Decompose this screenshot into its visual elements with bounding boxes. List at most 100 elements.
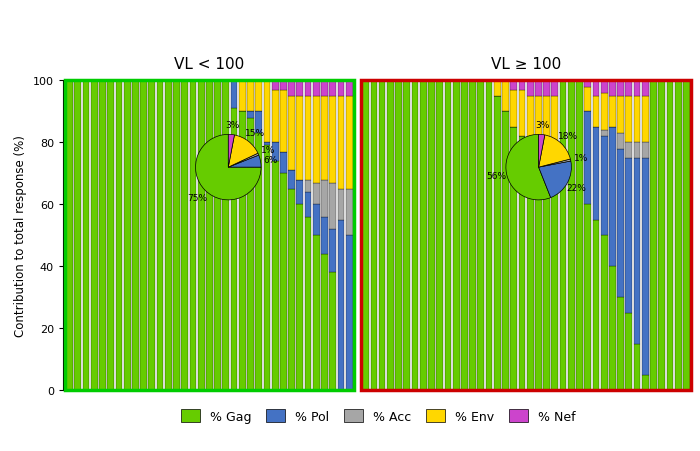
Bar (675, 81, 682, 391)
Bar (543, 81, 550, 97)
Bar (626, 158, 632, 313)
Bar (601, 131, 608, 137)
Bar (83, 81, 90, 391)
Bar (288, 171, 295, 189)
Bar (256, 81, 262, 112)
Bar (642, 97, 649, 143)
Bar (626, 143, 632, 158)
Bar (502, 112, 509, 391)
Bar (617, 81, 624, 97)
Bar (527, 97, 533, 158)
Bar (256, 134, 262, 391)
Bar (634, 344, 640, 391)
Bar (510, 81, 517, 91)
Bar (313, 236, 320, 391)
Bar (444, 81, 452, 391)
Bar (264, 143, 270, 146)
Bar (535, 174, 542, 391)
Bar (173, 81, 180, 391)
Bar (321, 254, 328, 391)
Bar (321, 97, 328, 180)
Bar (494, 81, 500, 97)
Bar (264, 81, 270, 143)
Bar (313, 97, 320, 183)
Bar (642, 143, 649, 158)
Bar (256, 112, 262, 134)
Bar (346, 81, 353, 97)
Bar (313, 81, 320, 97)
Bar (231, 109, 237, 391)
Bar (206, 81, 213, 391)
Bar (403, 81, 410, 391)
Bar (379, 81, 386, 391)
Bar (116, 81, 122, 391)
Bar (650, 81, 657, 391)
Bar (552, 189, 558, 391)
Bar (642, 81, 649, 97)
Bar (337, 97, 344, 189)
Bar (157, 81, 163, 391)
Bar (313, 183, 320, 205)
Bar (330, 97, 336, 183)
Bar (527, 158, 533, 391)
Bar (337, 81, 344, 97)
Bar (321, 180, 328, 217)
Bar (601, 236, 608, 391)
Bar (634, 158, 640, 344)
Bar (272, 161, 279, 391)
Bar (247, 118, 254, 391)
Bar (486, 81, 492, 391)
Bar (346, 97, 353, 189)
Bar (313, 205, 320, 236)
Bar (535, 81, 542, 97)
Bar (519, 91, 525, 137)
Text: VL < 100: VL < 100 (174, 57, 244, 72)
Bar (642, 158, 649, 375)
Bar (337, 189, 344, 221)
Bar (593, 128, 599, 221)
Bar (683, 81, 689, 391)
Bar (330, 81, 336, 97)
Text: VL ≥ 100: VL ≥ 100 (491, 57, 561, 72)
Bar (264, 146, 270, 391)
Bar (304, 97, 312, 180)
Bar (584, 87, 591, 112)
Bar (584, 112, 591, 205)
Bar (584, 205, 591, 391)
Bar (609, 128, 616, 267)
Bar (535, 97, 542, 174)
Bar (304, 180, 312, 193)
Bar (363, 81, 369, 391)
Bar (519, 137, 525, 391)
Bar (609, 97, 616, 128)
Bar (527, 81, 533, 97)
Bar (107, 81, 114, 391)
Bar (140, 81, 147, 391)
Bar (288, 189, 295, 391)
Bar (395, 81, 402, 391)
Bar (477, 81, 484, 391)
Bar (552, 97, 558, 174)
Bar (66, 81, 73, 391)
Bar (370, 81, 377, 391)
Bar (297, 180, 303, 205)
Bar (330, 273, 336, 391)
Y-axis label: Contribution to total response (%): Contribution to total response (%) (15, 135, 27, 336)
Bar (280, 152, 287, 174)
Bar (626, 313, 632, 391)
Bar (510, 128, 517, 391)
Bar (91, 81, 97, 391)
Bar (609, 267, 616, 391)
Bar (601, 81, 608, 93)
Bar (280, 91, 287, 152)
Bar (321, 81, 328, 97)
Bar (593, 97, 599, 128)
Bar (321, 217, 328, 254)
Bar (568, 81, 575, 391)
Bar (148, 81, 155, 391)
Bar (74, 81, 81, 391)
Bar (214, 81, 221, 391)
Bar (453, 81, 459, 391)
Legend: % Gag, % Pol, % Acc, % Env, % Nef: % Gag, % Pol, % Acc, % Env, % Nef (181, 409, 575, 423)
Bar (560, 81, 566, 391)
